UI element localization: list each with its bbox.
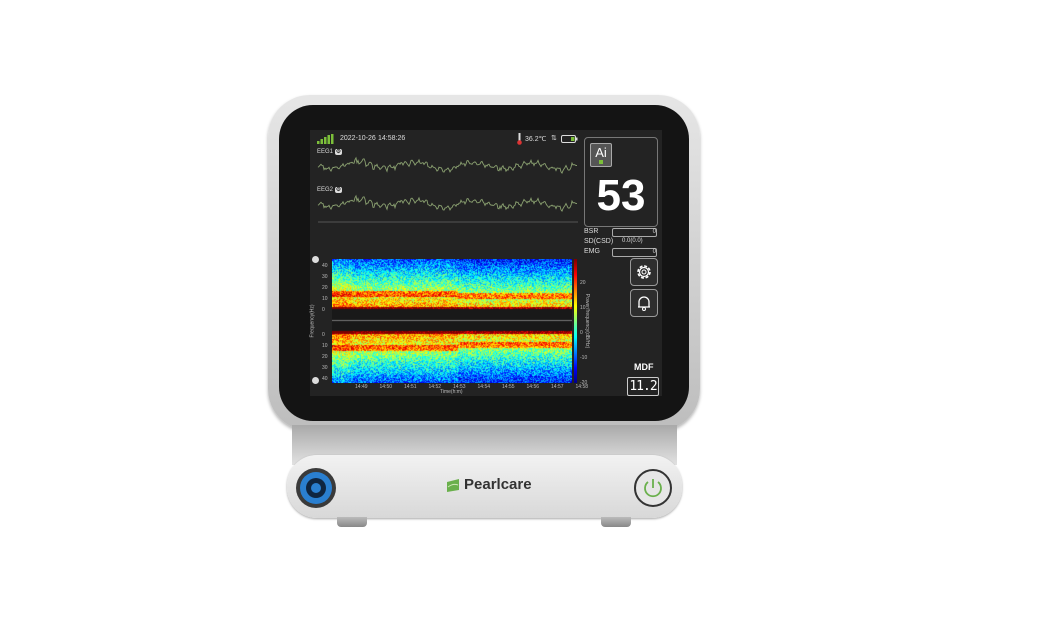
time-tick: 14:56 [526,384,540,390]
freq-tick: 10 [322,343,328,349]
freq-tick: 30 [322,274,328,280]
time-tick: 14:54 [477,384,491,390]
alarm-button[interactable] [630,289,658,317]
power-button[interactable] [634,469,672,507]
sdcsd-label: SD(CSD) [584,238,614,245]
time: 14:58:26 [378,135,406,142]
sdcsd-value: 0.0(0.0) [622,238,643,244]
mdf-label: MDF [634,362,654,372]
mdf-value: 11.2 [627,377,659,396]
temperature: 36.2℃ [525,136,547,143]
freq-tick: 0 [322,332,325,338]
time-tick: 14:55 [502,384,515,390]
freq-tick: 0 [322,307,325,313]
foot-left [337,517,367,527]
leaf-logo-icon [447,478,459,492]
eeg2-label: EEG2 ⚙ [317,187,343,193]
freq-tick: 20 [322,354,328,360]
foot-right [601,517,631,527]
time-tick: 14:53 [453,384,466,390]
eeg1-trace [317,156,578,175]
date: 2022-10-26 [340,135,376,142]
eeg2-trace [317,194,578,213]
colorbar-tick: 0 [580,330,583,336]
time-tick: 14:49 [355,384,368,390]
colorbar-tick: 20 [580,280,586,286]
time-tick: 14:51 [404,384,417,390]
signal-bars-icon [317,134,334,144]
emg-value: 0 [612,248,657,257]
freq-tick: 30 [322,365,328,371]
time-tick: 14:58 [575,384,589,390]
ai-badge: Ai [590,143,612,167]
time-tick: 14:57 [551,384,564,390]
thermometer-icon [517,133,522,145]
emg-label: EMG [584,248,600,255]
spectrogram-xlabel: Time(h:m) [440,389,463,395]
index-panel: Ai 53 [584,137,658,227]
freq-tick: 40 [322,263,328,269]
freq-tick: 40 [322,376,328,382]
spectrogram-ylabel: Frequency(Hz) [309,304,316,338]
colorbar-tick: -10 [580,355,588,361]
power-icon [644,479,662,498]
colorbar-label: Power/frequency(dB/Hz) [584,293,591,349]
transfer-arrows-icon: ⇅ [551,135,557,142]
time-tick: 14:52 [428,384,442,390]
monitor-base [287,455,682,518]
bsr-label: BSR [584,228,599,235]
spectrogram-heatmap [332,259,572,383]
freq-tick: 20 [322,285,328,291]
colorbar-tick: -20 [580,380,588,386]
sensor-port[interactable] [296,468,336,508]
bell-icon [638,296,650,311]
freq-tick: 10 [322,296,328,302]
index-value: 53 [596,171,646,220]
gear-icon [637,265,651,279]
settings-button[interactable] [630,258,658,286]
channel1-marker-icon [312,256,319,263]
brand-logo: Pearlcare [446,476,532,493]
eeg1-label: EEG1 ⚙ [317,149,343,155]
channel2-marker-icon [312,377,319,384]
spectrogram-colorbar [574,259,577,383]
colorbar-tick: 10 [580,305,586,311]
battery-icon [561,135,578,143]
bsr-value: 0 [612,228,657,237]
time-tick: 14:50 [379,384,393,390]
eeg-waveforms [317,156,578,223]
